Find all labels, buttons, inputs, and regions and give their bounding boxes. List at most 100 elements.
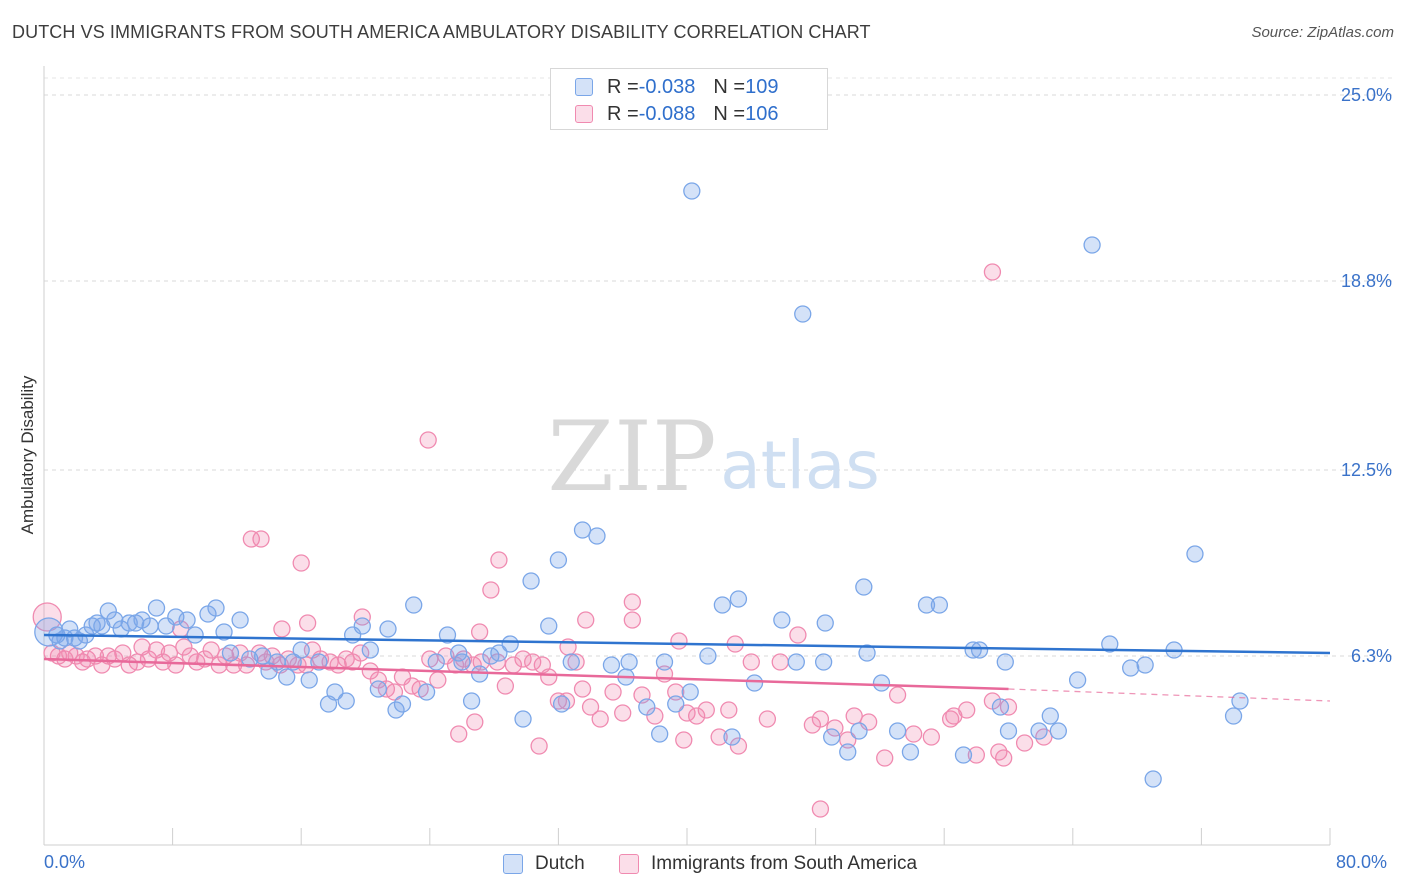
immigrants-point [581,698,600,716]
dutch-point [278,668,296,686]
dutch-point [996,653,1014,671]
immigrants-point [298,614,317,632]
immigrants-point [604,683,622,701]
watermark-atlas: atlas [720,427,880,504]
immigrants-point [876,749,894,767]
dutch-point [954,746,973,764]
immigrants-point [922,728,940,746]
dutch-point [369,680,388,698]
dutch-point [816,614,834,632]
dutch-point [858,644,876,662]
n-value: 109 [745,75,779,98]
immigrants-point [482,581,500,599]
dutch-point [638,698,656,716]
dutch-point [178,611,196,629]
immigrants-point [678,704,696,722]
dutch-point [620,653,638,671]
dutch-point [450,644,468,662]
immigrants-swatch [575,105,593,123]
dutch-point [51,632,69,650]
dutch-point [823,728,841,746]
immigrants-point [353,608,371,626]
immigrants-point [419,431,437,449]
dutch-point [787,653,805,671]
dutch-point [106,611,124,629]
immigrants-point [352,644,370,662]
immigrants-point [720,701,738,719]
immigrants-point [697,701,715,719]
immigrants-trendline-extension [1008,688,1331,702]
dutch-point [83,617,101,635]
dutch-point [1136,656,1154,674]
immigrants-point [811,710,830,728]
gridlines [44,77,1392,657]
immigrants-point [1015,734,1034,752]
dutch-point [651,725,669,743]
source-credit: Source: ZipAtlas.com [1251,24,1394,41]
dutch-point [241,650,259,668]
immigrants-point [826,719,844,737]
dutch-point [215,623,233,641]
immigrants-point [905,725,923,743]
immigrants-point [32,602,62,632]
n-label: N = [713,75,746,98]
dutch-point [99,602,117,620]
immigrants-point [450,725,468,743]
axes [43,66,1331,846]
dutch-point [141,617,159,635]
dutch-point [1101,635,1119,653]
x-tick-label-min: 0.0% [44,852,86,872]
dutch-point [405,596,423,614]
dutch-point [901,743,920,761]
n-label: N = [713,102,746,125]
immigrants-point [557,692,576,710]
legend-item-immigrants: Immigrants from South America [619,853,917,875]
immigrants-point [490,551,508,569]
y-axis-label: Ambulatory Disability [18,375,37,535]
dutch-point [999,722,1018,740]
dutch-point [462,692,481,710]
immigrants-point [771,653,789,671]
dutch-point [917,596,936,614]
immigrants-point [742,653,760,671]
dutch-point [88,614,106,632]
y-tick-label: 25.0% [1341,85,1392,105]
dutch-point [699,647,717,665]
dutch-point [773,611,791,629]
immigrants-point [789,626,807,644]
dutch-point [490,644,508,662]
dutch-point [588,527,606,545]
immigrants-point [470,623,489,641]
r-value: -0.038 [638,75,696,98]
immigrants-point [941,710,960,728]
legend-row-dutch: R = -0.038 N = 109 [575,75,778,99]
dutch-point [417,683,436,701]
dutch-point [655,653,674,671]
dutch-point [231,611,249,629]
correlation-legend: R = -0.038 N = 109 R = -0.088 N = 106 [550,68,828,130]
dutch-point [930,596,949,614]
dutch-point [167,608,185,626]
immigrants-point [567,653,585,671]
immigrants-point [967,746,985,764]
dutch-point [683,182,701,200]
dutch-point [1041,707,1059,725]
dutch-trendline [43,633,1331,655]
dutch-point [470,665,489,683]
dutch-point [573,521,592,539]
dutch-point [713,596,732,614]
dutch-point [186,626,204,644]
r-value: -0.088 [638,102,696,125]
immigrants-point [273,620,291,638]
dutch-point [855,578,873,596]
dutch-point [147,599,166,617]
dutch-point [300,671,318,689]
dutch-point [681,683,699,701]
legend-item-dutch: Dutch [503,853,585,875]
dutch-point [745,674,764,692]
dutch-point [453,653,471,671]
immigrants-point [888,686,907,704]
dutch-point [794,305,812,323]
dutch-point [729,590,748,608]
dutch-point [1122,659,1140,677]
